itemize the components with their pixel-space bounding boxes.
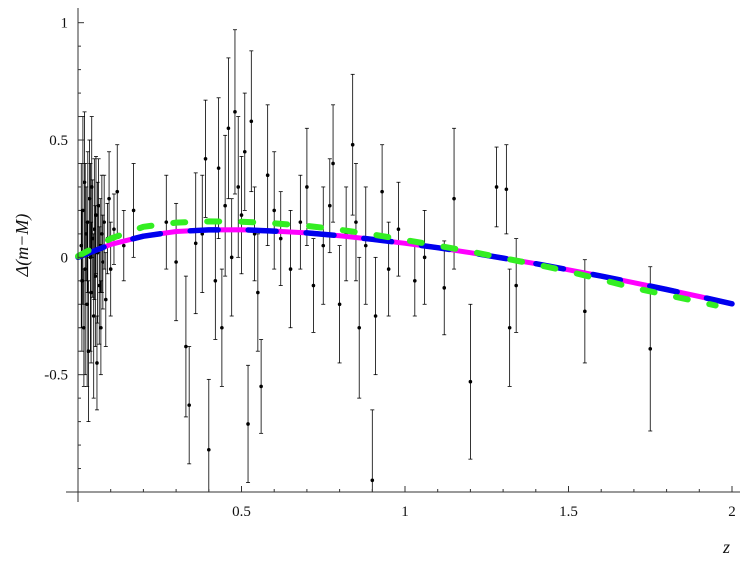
- data-point: [396, 227, 401, 231]
- data-point: [259, 384, 263, 389]
- data-point: [350, 142, 355, 147]
- data-point: [648, 347, 653, 351]
- data-point: [422, 255, 427, 260]
- data-point: [131, 208, 136, 213]
- data-point: [239, 213, 244, 217]
- data-point: [207, 447, 211, 452]
- data-point: [370, 478, 375, 483]
- x-axis-label: z: [722, 537, 730, 557]
- data-point: [468, 379, 473, 384]
- data-point: [223, 203, 227, 208]
- data-point: [184, 344, 188, 349]
- data-point: [193, 241, 198, 246]
- data-point: [220, 325, 224, 330]
- x-tick-label: 1.5: [559, 504, 578, 520]
- data-point: [242, 149, 247, 154]
- data-point: [108, 267, 113, 271]
- data-point: [442, 286, 447, 290]
- data-point: [331, 161, 335, 166]
- model-curve-short-dash: [75, 218, 719, 309]
- data-point: [452, 196, 456, 201]
- data-point: [86, 220, 90, 224]
- y-tick-label: 0: [61, 250, 69, 266]
- data-point: [93, 274, 98, 278]
- data-point: [89, 290, 93, 295]
- data-point: [327, 203, 332, 208]
- data-point: [187, 403, 191, 407]
- data-point: [107, 196, 111, 201]
- data-point: [95, 361, 99, 365]
- data-point: [249, 119, 254, 124]
- data-point: [298, 220, 303, 224]
- data-point: [380, 189, 384, 194]
- data-point: [583, 309, 587, 314]
- data-point: [102, 220, 106, 224]
- data-point: [311, 283, 316, 288]
- y-tick-label: -0.5: [44, 368, 68, 384]
- data-point: [121, 243, 126, 248]
- data-point: [82, 180, 87, 185]
- x-tick-label: 1: [401, 504, 409, 520]
- data-point: [174, 260, 178, 264]
- y-tick-label: 1: [61, 16, 69, 32]
- data-point: [164, 220, 169, 224]
- data-point: [305, 185, 309, 189]
- model-curves-layer: [75, 218, 735, 309]
- x-tick-label: 2: [728, 504, 736, 520]
- data-point: [112, 227, 116, 231]
- data-point: [99, 325, 103, 330]
- data-point: [213, 279, 218, 283]
- data-point: [357, 325, 362, 330]
- x-tick-label: 0.5: [232, 504, 251, 520]
- data-point: [103, 297, 108, 302]
- data-point: [85, 302, 89, 307]
- data-point: [363, 243, 368, 248]
- data-point: [96, 203, 101, 208]
- data-point: [504, 187, 509, 192]
- data-point: [229, 255, 234, 260]
- y-tick-label: 0.5: [49, 133, 68, 149]
- y-ticks: -0.5 0 0.5 1: [44, 16, 84, 470]
- data-point: [272, 208, 277, 213]
- data-point: [256, 290, 260, 295]
- x-ticks: 0.5 1 1.5 2: [110, 486, 736, 520]
- data-point: [507, 325, 512, 330]
- data-point: [94, 213, 98, 217]
- data-point: [216, 166, 221, 170]
- data-point: [115, 189, 120, 194]
- data-point: [494, 185, 499, 189]
- data-point: [288, 267, 293, 271]
- data-point: [514, 283, 518, 288]
- data-point: [91, 314, 96, 318]
- data-point: [233, 110, 237, 114]
- data-point: [354, 220, 358, 224]
- y-axis-label: Δ(m−M): [12, 214, 33, 278]
- data-point: [373, 314, 378, 318]
- axes-layer: 0.5 1 1.5 2 -0.5 0 0.5 1 z Δ(m−M): [12, 8, 740, 557]
- error-bars-layer: [79, 29, 653, 493]
- model-curve-long-dash: [75, 226, 735, 307]
- data-point: [226, 126, 231, 131]
- data-point: [265, 173, 270, 178]
- data-point: [413, 279, 417, 283]
- data-point: [81, 208, 85, 213]
- data-point: [337, 302, 342, 307]
- data-point: [386, 267, 391, 271]
- data-point: [278, 236, 283, 241]
- data-point: [321, 243, 326, 248]
- data-point: [82, 325, 86, 330]
- data-point: [203, 156, 208, 161]
- data-point: [101, 260, 105, 264]
- data-point: [246, 422, 250, 426]
- data-point: [236, 185, 241, 189]
